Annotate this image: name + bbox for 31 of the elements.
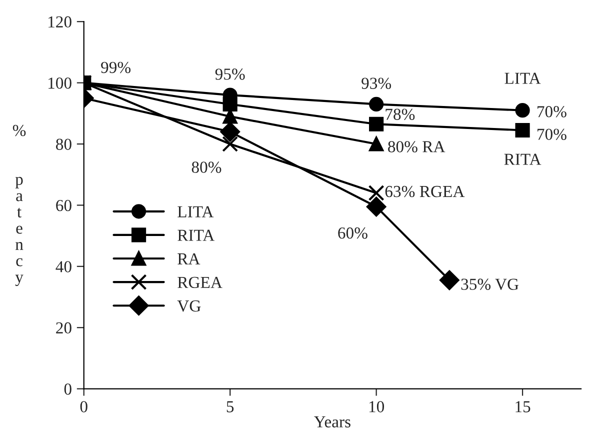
legend-label: RA — [178, 253, 200, 264]
annotation: 70% — [538, 106, 566, 118]
legend-label: LITA — [178, 206, 214, 218]
annotation: 60% — [338, 227, 368, 239]
annotation: 63% RGEA — [385, 186, 465, 198]
x-tick-label: 0 — [80, 401, 88, 412]
y-tick-label: 0 — [64, 384, 72, 395]
annotation: RITA — [504, 154, 542, 165]
annotation: 70% — [538, 128, 566, 140]
annotation: 93% — [362, 78, 392, 89]
x-tick-label: 10 — [369, 401, 384, 412]
legend-label: VG — [177, 300, 201, 312]
text: % patency — [12, 124, 26, 286]
annotation: 35% VG — [461, 278, 519, 290]
annotation: 78% — [386, 108, 415, 120]
annotation: 99% — [101, 62, 131, 74]
x-axis-title: Years — [314, 416, 350, 428]
y-tick-label: 60 — [56, 200, 72, 212]
x-tick-label: 15 — [516, 401, 530, 412]
x-tick-label: 5 — [226, 401, 234, 412]
y-tick-label: 80 — [56, 138, 72, 150]
annotation: 80% RA — [388, 141, 446, 152]
annotation: 95% — [215, 68, 245, 80]
y-tick-label: 20 — [56, 322, 72, 334]
legend-label: RGEA — [178, 276, 222, 288]
annotation: 80% — [192, 162, 222, 173]
annotation: LITA — [504, 72, 541, 84]
y-tick-label: 40 — [56, 261, 72, 272]
y-tick-label: 120 — [48, 16, 72, 28]
legend-label: RITA — [178, 230, 215, 241]
y-tick-label: 100 — [48, 78, 72, 89]
